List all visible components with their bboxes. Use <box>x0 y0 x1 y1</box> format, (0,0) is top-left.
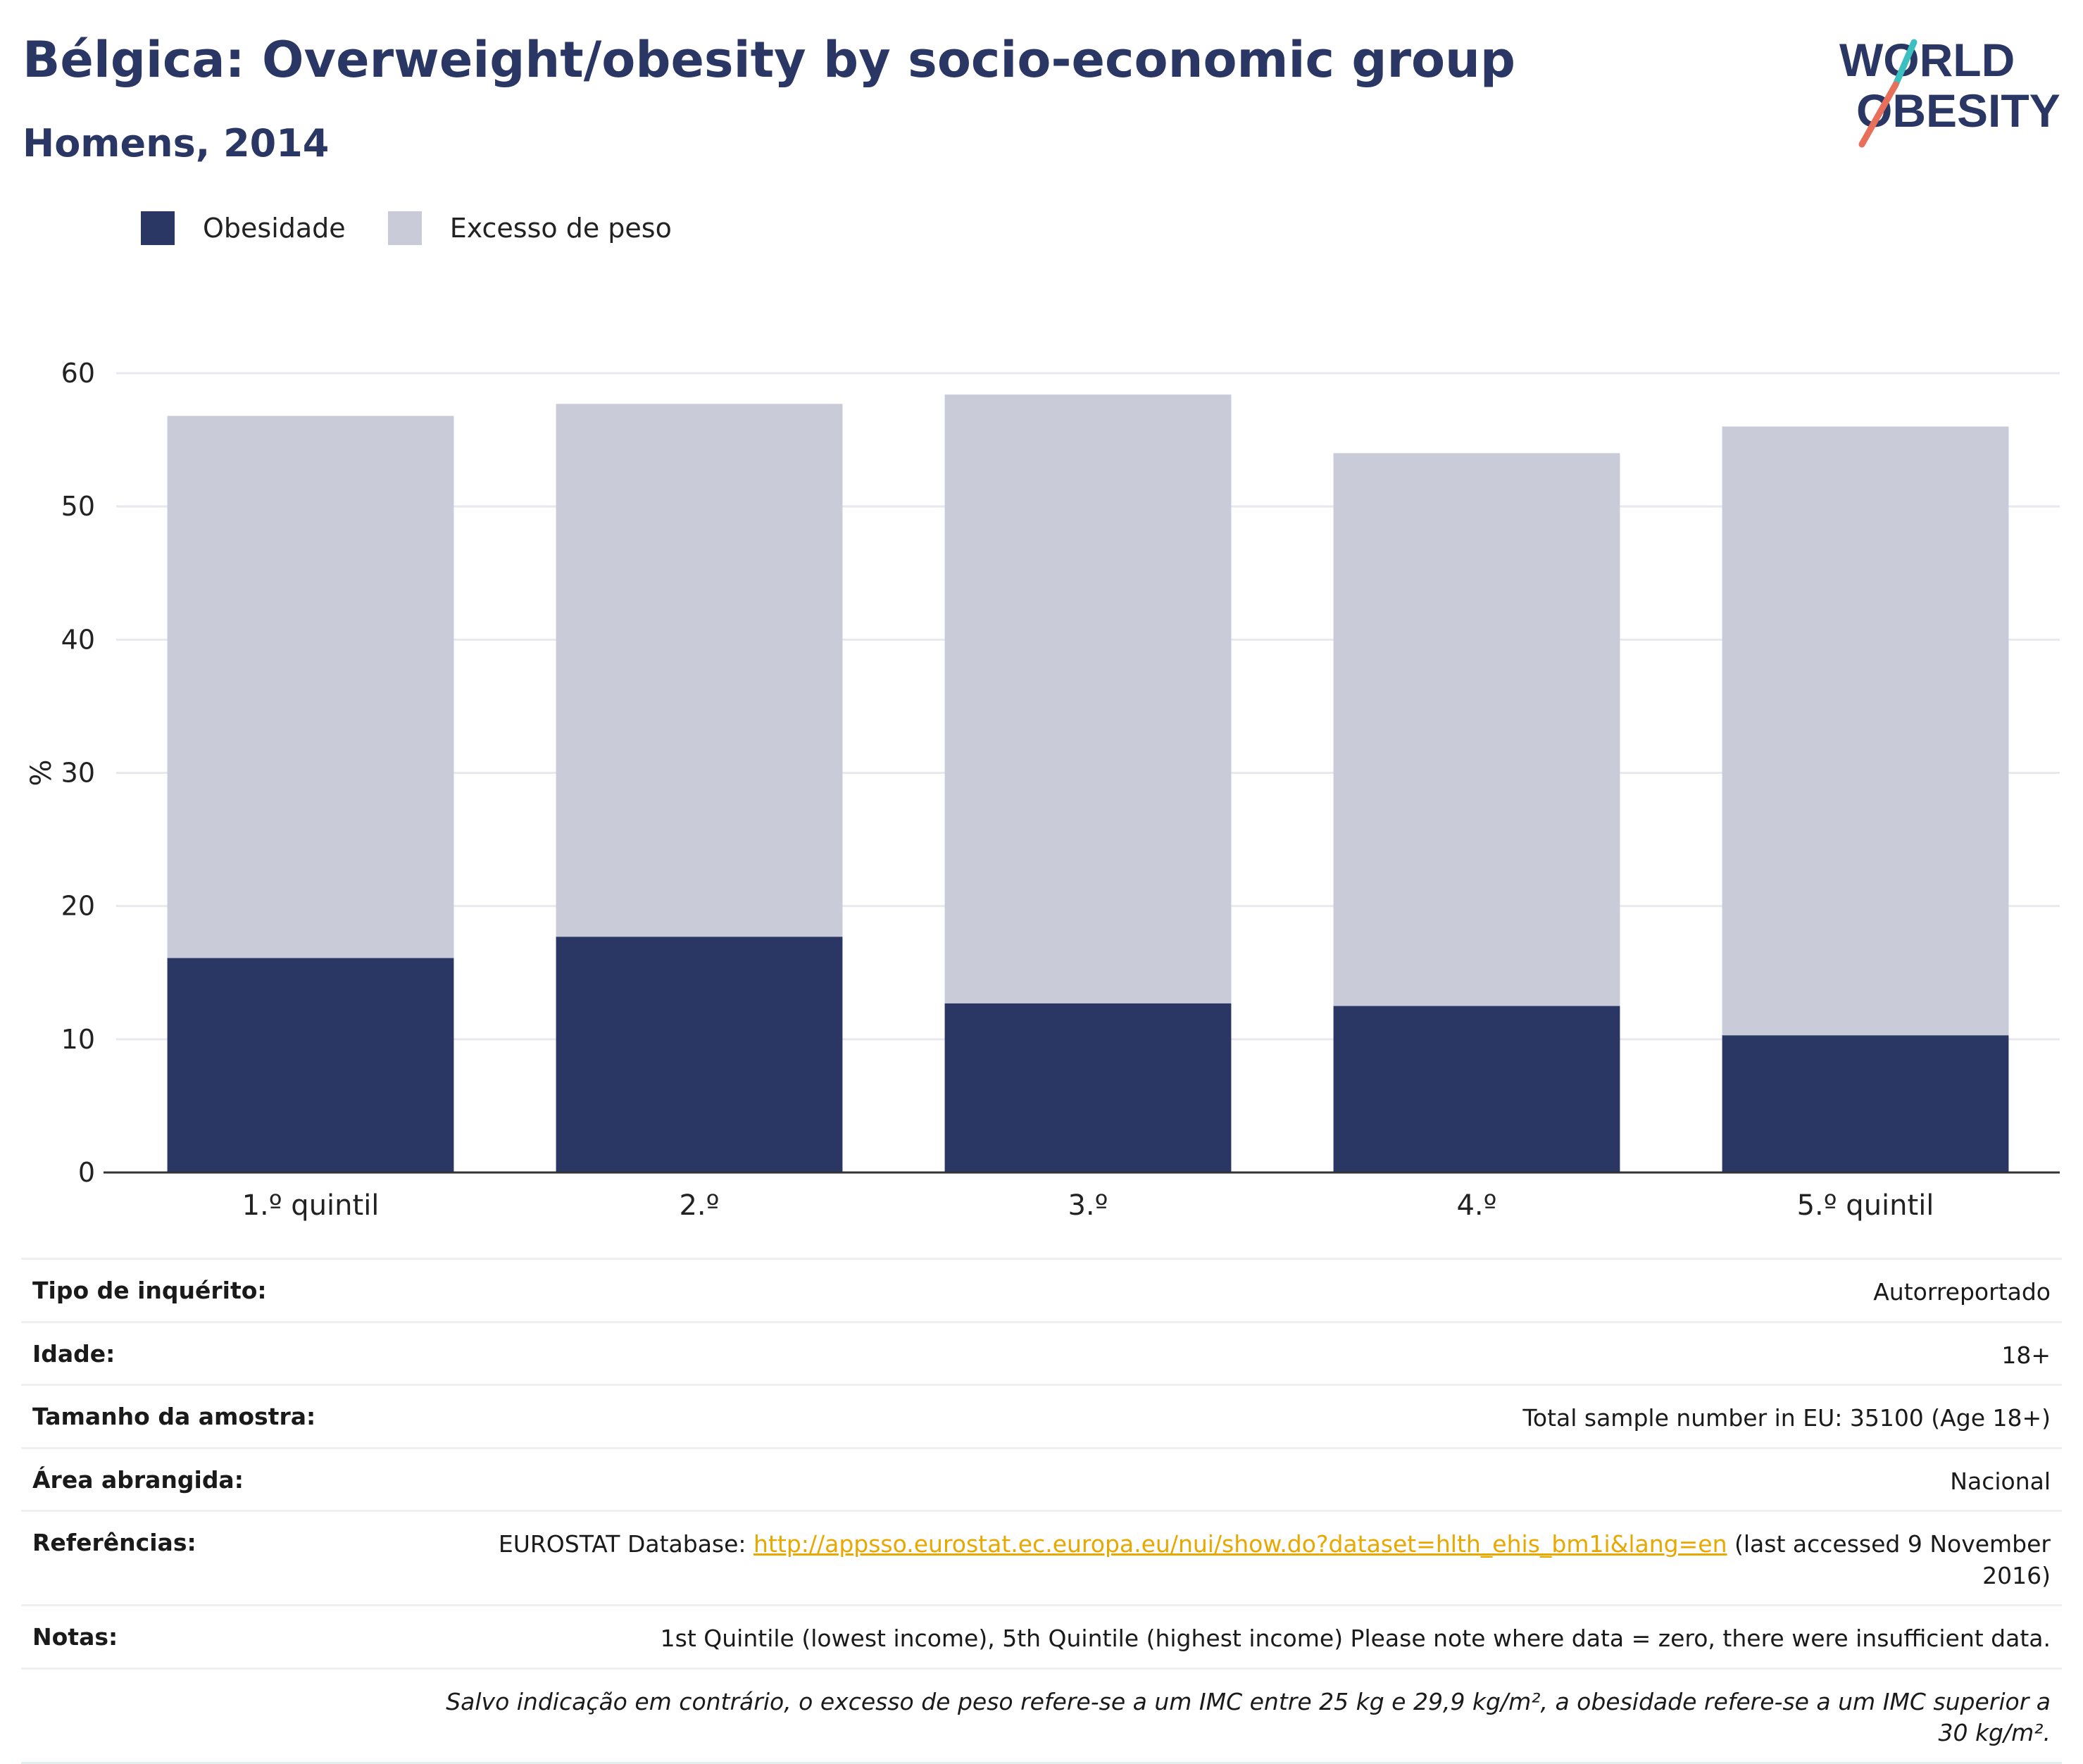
info-value: 1st Quintile (lowest income), 5th Quinti… <box>660 1625 2051 1653</box>
info-value: Total sample number in EU: 35100 (Age 18… <box>1522 1404 2051 1432</box>
bar-excesso-1 <box>167 415 454 958</box>
bar-excesso-3 <box>944 394 1232 1003</box>
info-label: Tipo de inquérito: <box>32 1277 267 1304</box>
y-tick-label: 20 <box>61 891 95 922</box>
info-table: Tipo de inquérito: Autorreportado Idade:… <box>21 1258 2062 1764</box>
logo-line1: WORLD <box>1839 34 2015 86</box>
y-tick-label: 40 <box>61 624 95 655</box>
y-axis-label: % <box>25 759 58 786</box>
legend-label: Excesso de peso <box>449 213 672 244</box>
info-label: Área abrangida: <box>32 1465 244 1494</box>
info-value: Nacional <box>1950 1467 2051 1495</box>
info-row-area: Área abrangida: Nacional <box>21 1446 2062 1510</box>
bar-excesso-2 <box>556 404 843 937</box>
info-value: 18+ <box>2001 1341 2051 1369</box>
info-row-references: Referências: EUROSTAT Database: http://a… <box>21 1510 2062 1604</box>
bar-obesidade-5 <box>1722 1035 2009 1172</box>
legend-swatch-obesidade <box>141 211 175 245</box>
x-tick-label: 5.º quintil <box>1797 1189 1934 1222</box>
x-tick-label: 4.º <box>1456 1189 1496 1222</box>
reference-prefix: EUROSTAT Database: <box>498 1530 754 1558</box>
info-label: Idade: <box>32 1339 115 1368</box>
y-tick-label: 10 <box>61 1024 95 1055</box>
x-tick-label: 1.º quintil <box>242 1189 380 1222</box>
y-tick-label: 50 <box>61 491 95 522</box>
legend-item-excesso[interactable]: Excesso de peso <box>387 211 672 245</box>
info-row-notes: Notas: 1st Quintile (lowest income), 5th… <box>21 1604 2062 1668</box>
bar-obesidade-3 <box>944 1003 1232 1172</box>
bar-obesidade-4 <box>1333 1006 1620 1172</box>
x-tick-label: 3.º <box>1068 1189 1108 1222</box>
chart-title: Bélgica: Overweight/obesity by socio-eco… <box>23 31 1515 89</box>
info-label: Notas: <box>32 1623 118 1651</box>
bar-obesidade-2 <box>556 937 843 1172</box>
bar-excesso-4 <box>1333 453 1620 1006</box>
info-row-sample-size: Tamanho da amostra: Total sample number … <box>21 1384 2062 1447</box>
info-label: Referências: <box>32 1529 196 1557</box>
reference-link[interactable]: http://appsso.eurostat.ec.europa.eu/nui/… <box>753 1530 1727 1558</box>
info-row-survey-type: Tipo de inquérito: Autorreportado <box>21 1258 2062 1321</box>
y-tick-label: 30 <box>61 758 95 789</box>
bar-chart: 0 10 20 30 40 50 60% 1.º quintil 2.º 3.º 4.º 5.º qu… <box>25 358 2060 1222</box>
legend-swatch-excesso <box>387 211 422 245</box>
y-tick-label: 60 <box>61 358 95 389</box>
bar-obesidade-1 <box>167 958 454 1172</box>
legend-label: Obesidade <box>203 213 346 244</box>
logo-line2: OBESITY <box>1856 85 2060 137</box>
x-tick-label: 2.º <box>679 1189 719 1222</box>
footnote: Salvo indicação em contrário, o excesso … <box>446 1687 2051 1747</box>
info-label: Tamanho da amostra: <box>32 1403 316 1431</box>
info-row-footnote: Salvo indicação em contrário, o excesso … <box>21 1667 2062 1764</box>
reference-suffix: (last accessed 9 November 2016) <box>1727 1530 2051 1589</box>
legend-item-obesidade[interactable]: Obesidade <box>141 211 346 245</box>
world-obesity-logo: WORLD OBESITY <box>1839 34 2060 148</box>
chart-subtitle: Homens, 2014 <box>23 121 330 165</box>
y-tick-label: 0 <box>78 1157 95 1188</box>
legend: Obesidade Excesso de peso <box>141 211 714 245</box>
info-value: Autorreportado <box>1873 1278 2051 1306</box>
info-value: EUROSTAT Database: http://appsso.eurosta… <box>431 1529 2051 1591</box>
bar-excesso-5 <box>1722 426 2009 1036</box>
info-row-age: Idade: 18+ <box>21 1320 2062 1384</box>
